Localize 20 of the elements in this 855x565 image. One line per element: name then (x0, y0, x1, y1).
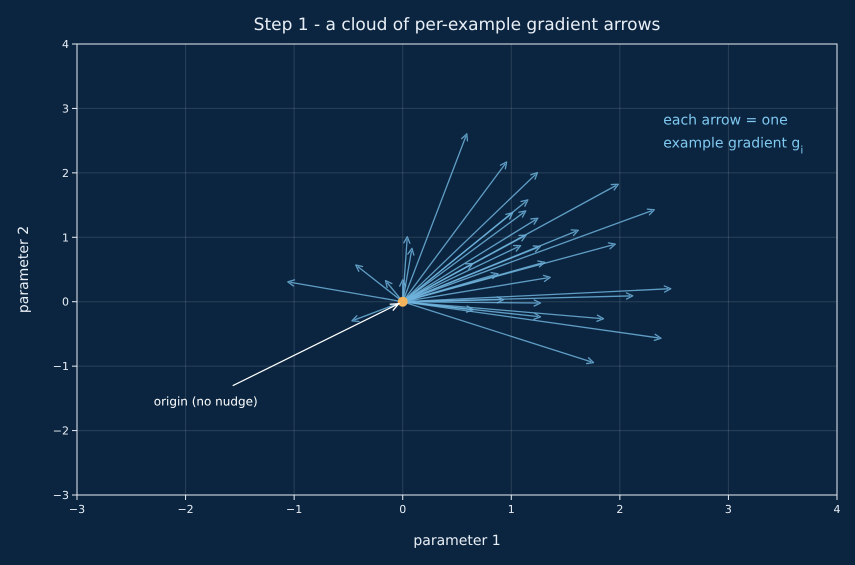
x-tick-label: 3 (724, 503, 732, 516)
y-tick-label: 3 (62, 102, 69, 116)
y-tick-label: 4 (62, 38, 69, 51)
x-tick-label: 0 (399, 503, 406, 516)
annotation: origin (no nudge) (154, 394, 258, 409)
y-axis-title: parameter 2 (16, 226, 32, 314)
x-tick-label: 1 (508, 503, 515, 516)
x-tick-label: −2 (177, 503, 194, 516)
y-tick-label: −3 (52, 489, 69, 502)
y-tick-label: 2 (62, 166, 69, 180)
y-tick-label: 0 (62, 296, 69, 309)
x-axis-title: parameter 1 (413, 533, 501, 549)
y-tick-label: −1 (52, 360, 69, 374)
y-tick-label: −2 (52, 424, 69, 438)
x-tick-label: 2 (616, 503, 624, 516)
x-tick-label: 4 (834, 503, 840, 516)
annotation: each arrow = one example gradient g$_{i}$ (663, 112, 804, 157)
chart-title: Step 1 - a cloud of per-example gradient arrows (254, 15, 660, 35)
x-tick-label: −1 (286, 503, 302, 516)
y-tick-label: 1 (62, 231, 69, 244)
